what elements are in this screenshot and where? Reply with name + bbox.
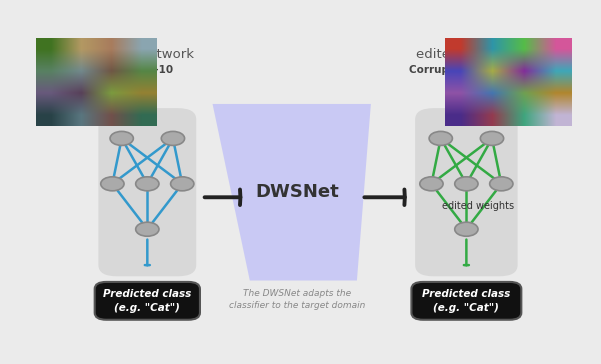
Polygon shape bbox=[213, 104, 371, 281]
Circle shape bbox=[101, 177, 124, 191]
Circle shape bbox=[480, 131, 504, 146]
Circle shape bbox=[171, 177, 194, 191]
Text: DWSNet: DWSNet bbox=[255, 183, 340, 201]
Text: Corrupted CIFAR-10: Corrupted CIFAR-10 bbox=[409, 65, 524, 75]
Circle shape bbox=[161, 131, 185, 146]
FancyBboxPatch shape bbox=[95, 282, 200, 320]
Text: edited network: edited network bbox=[416, 48, 517, 61]
Text: CIFAR-10: CIFAR-10 bbox=[121, 65, 173, 75]
Circle shape bbox=[490, 177, 513, 191]
FancyBboxPatch shape bbox=[415, 108, 517, 276]
Circle shape bbox=[419, 177, 443, 191]
FancyBboxPatch shape bbox=[99, 108, 196, 276]
Text: The DWSNet adapts the
classifier to the target domain: The DWSNet adapts the classifier to the … bbox=[230, 289, 366, 310]
Text: input network: input network bbox=[101, 48, 194, 61]
Circle shape bbox=[455, 177, 478, 191]
Circle shape bbox=[136, 222, 159, 236]
Text: Predicted class
(e.g. "Cat"): Predicted class (e.g. "Cat") bbox=[103, 289, 192, 313]
Circle shape bbox=[110, 131, 133, 146]
Circle shape bbox=[429, 131, 453, 146]
Circle shape bbox=[136, 177, 159, 191]
FancyBboxPatch shape bbox=[412, 282, 521, 320]
Circle shape bbox=[455, 222, 478, 236]
Text: edited weights: edited weights bbox=[442, 201, 514, 211]
Text: Predicted class
(e.g. "Cat"): Predicted class (e.g. "Cat") bbox=[423, 289, 510, 313]
